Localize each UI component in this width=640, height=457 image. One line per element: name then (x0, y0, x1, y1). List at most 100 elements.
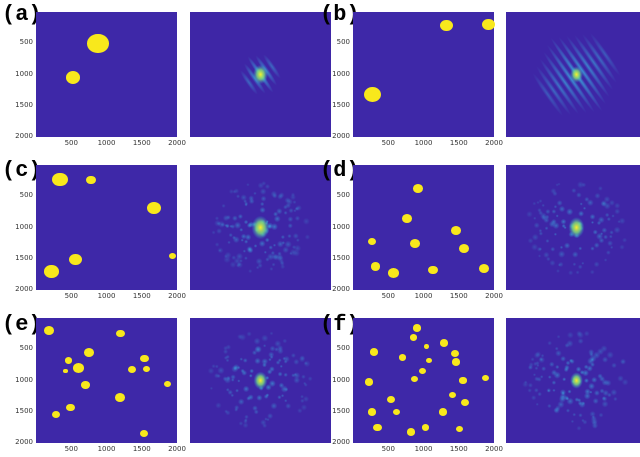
speckle (247, 394, 254, 401)
speckle (561, 223, 566, 229)
aperture-circle (364, 87, 382, 102)
speckle (264, 183, 271, 190)
speckle (299, 355, 306, 361)
aperture-circle (439, 408, 448, 416)
speckle (579, 369, 585, 375)
speckle (268, 245, 273, 250)
speckle (598, 186, 603, 191)
speckle (274, 340, 282, 348)
fringe (589, 32, 621, 76)
speckle (241, 370, 248, 376)
aperture-circle (482, 374, 490, 382)
speckle (583, 378, 589, 384)
speckle (240, 194, 248, 201)
speckle (608, 199, 615, 206)
speckle (604, 379, 612, 387)
speckle (287, 233, 292, 239)
speckle (526, 210, 533, 218)
speckle (532, 373, 536, 377)
x-tick-label: 1000 (97, 292, 116, 300)
aperture-circle (81, 381, 90, 389)
x-tick-label: 1500 (132, 445, 151, 453)
fringe (532, 73, 564, 117)
speckle (293, 358, 300, 365)
speckle (597, 373, 603, 379)
speckle (277, 358, 282, 363)
speckle (292, 233, 299, 240)
speckle (242, 249, 246, 253)
speckle (282, 338, 288, 344)
x-tick-label: 1500 (449, 292, 468, 300)
central-peak (253, 371, 268, 390)
speckle (553, 407, 561, 414)
speckle (592, 423, 598, 429)
y-tick-label: 1500 (15, 253, 33, 262)
speckle (589, 269, 595, 275)
speckle (255, 265, 260, 270)
y-tick-label: 1000 (332, 375, 350, 384)
aperture-circle (364, 378, 374, 386)
speckle (230, 378, 235, 382)
speckle (269, 331, 274, 336)
speckle (590, 220, 595, 224)
speckle (570, 419, 575, 424)
speckle (301, 374, 306, 380)
speckle (543, 217, 550, 224)
speckle (576, 425, 582, 431)
speckle (553, 205, 558, 209)
diffraction-pattern (190, 12, 331, 137)
aperture-circle (83, 348, 94, 357)
speckle (547, 340, 552, 346)
speckle (564, 395, 570, 401)
speckle (588, 382, 595, 390)
speckle (302, 217, 310, 225)
speckle (566, 208, 574, 216)
aperture-circle (459, 243, 470, 253)
speckle (227, 240, 231, 245)
speckle (229, 261, 237, 268)
speckle (265, 257, 270, 262)
aperture-plot (353, 318, 494, 443)
speckle (244, 233, 252, 241)
speckle (610, 245, 614, 250)
speckle (552, 191, 558, 197)
speckle (563, 242, 571, 249)
speckle (555, 183, 559, 187)
aperture-circle (367, 237, 377, 245)
aperture-circle (426, 358, 432, 363)
speckle (277, 395, 282, 400)
speckle (572, 262, 577, 267)
speckle (282, 356, 286, 361)
speckle (237, 334, 243, 340)
speckle (617, 375, 624, 382)
speckle (549, 361, 555, 368)
speckle (572, 412, 577, 417)
speckle (611, 362, 617, 369)
speckle (244, 418, 248, 422)
speckle (270, 223, 278, 231)
y-tick-label: 500 (19, 191, 33, 200)
aperture-circle (402, 214, 413, 224)
x-tick-label: 2000 (168, 139, 186, 147)
y-tick-label: 500 (336, 38, 350, 47)
aperture-circle (410, 334, 418, 341)
speckle (280, 234, 285, 240)
speckle (578, 413, 583, 418)
speckle (533, 387, 539, 393)
speckle (559, 245, 564, 250)
speckle (578, 401, 586, 408)
aperture-circle (52, 172, 68, 187)
panel-label: (c) (2, 158, 42, 183)
speckle (578, 246, 583, 251)
x-tick-label: 1000 (414, 292, 433, 300)
speckle (244, 239, 249, 244)
speckle (534, 376, 540, 382)
aperture-circle (143, 366, 151, 373)
speckle (601, 227, 608, 234)
x-tick-label: 500 (381, 139, 395, 147)
speckle (600, 232, 604, 236)
speckle (265, 393, 270, 397)
speckle (584, 196, 590, 202)
y-tick-label: 500 (19, 38, 33, 47)
speckle (272, 243, 277, 247)
